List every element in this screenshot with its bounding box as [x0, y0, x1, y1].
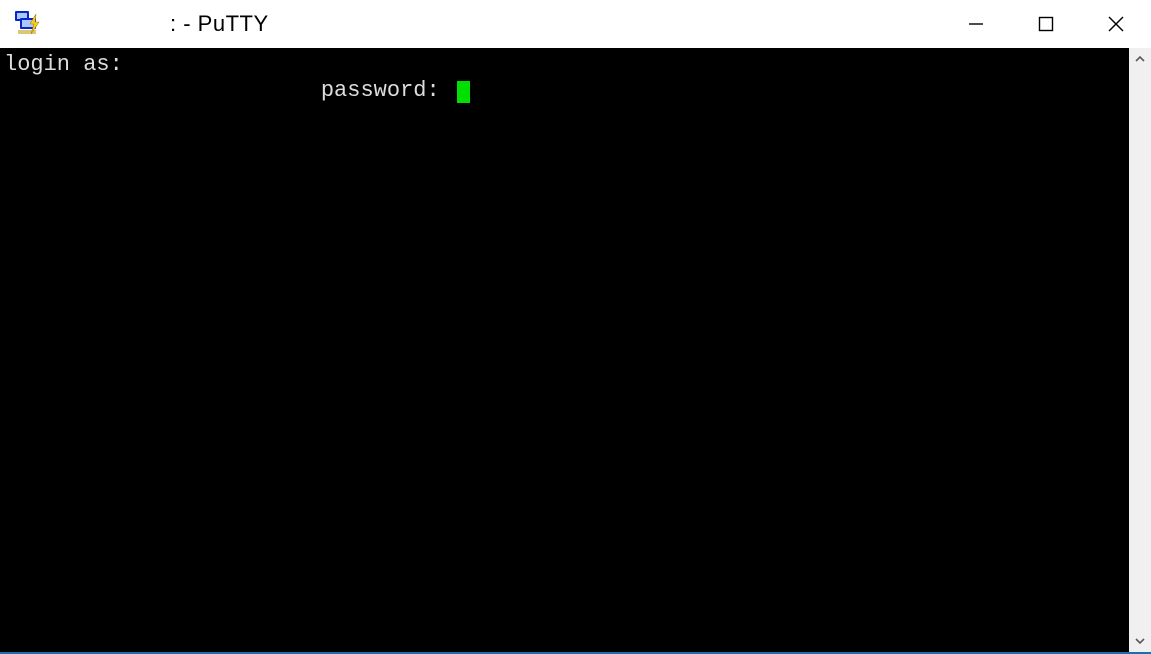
- terminal-text: password:: [4, 78, 453, 103]
- terminal-text: login as:: [4, 52, 123, 77]
- close-button[interactable]: [1081, 0, 1151, 48]
- client-area: login as: password:: [0, 48, 1151, 652]
- minimize-button[interactable]: [941, 0, 1011, 48]
- terminal-line: login as:: [4, 52, 1129, 78]
- putty-window: : - PuTTY login as:: [0, 0, 1151, 654]
- putty-icon: [12, 10, 40, 38]
- maximize-button[interactable]: [1011, 0, 1081, 48]
- minimize-icon: [968, 16, 984, 32]
- chevron-down-icon: [1134, 635, 1146, 647]
- scroll-up-button[interactable]: [1129, 48, 1151, 70]
- maximize-icon: [1038, 16, 1054, 32]
- terminal-cursor: [457, 81, 470, 103]
- window-title: : - PuTTY: [170, 11, 269, 37]
- chevron-up-icon: [1134, 53, 1146, 65]
- scroll-track[interactable]: [1129, 70, 1151, 630]
- vertical-scrollbar[interactable]: [1129, 48, 1151, 652]
- close-icon: [1107, 15, 1125, 33]
- terminal[interactable]: login as: password:: [0, 48, 1129, 652]
- titlebar[interactable]: : - PuTTY: [0, 0, 1151, 48]
- window-controls: [941, 0, 1151, 48]
- titlebar-left: : - PuTTY: [12, 10, 269, 38]
- scroll-down-button[interactable]: [1129, 630, 1151, 652]
- terminal-line: password:: [4, 78, 1129, 104]
